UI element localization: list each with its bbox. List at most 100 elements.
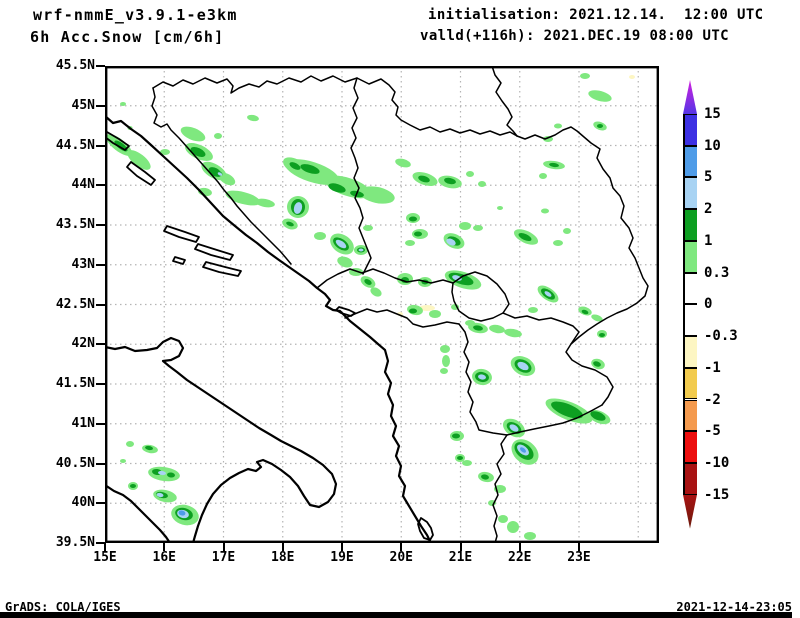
snow-patch-lg — [524, 532, 536, 540]
snow-patch-dg — [599, 333, 605, 337]
snow-patch-dg — [286, 221, 294, 227]
colorbar-segment — [683, 336, 697, 368]
lat-tick-label: 43.5N — [55, 217, 95, 232]
snow-patch-lg — [337, 256, 353, 268]
snow-patch-dg — [418, 175, 430, 183]
border-albania-east — [458, 323, 508, 436]
colorbar-segment — [683, 145, 697, 178]
bottom-border-bar — [0, 612, 792, 618]
snow-patch-dg — [590, 411, 606, 421]
snow-patch-lg — [247, 114, 259, 122]
colorbar-tick-label: 15 — [704, 106, 721, 122]
island-dugi-otok — [163, 225, 200, 243]
lat-tick-label: 45.5N — [55, 58, 95, 73]
lon-tick — [459, 543, 462, 551]
colorbar-tick-label: 0.3 — [704, 264, 730, 281]
snow-patch-cr — [419, 305, 435, 311]
snow-patch-lg — [507, 521, 519, 533]
snow-patch-lg — [504, 328, 522, 338]
snow-patch-lg — [553, 240, 563, 246]
lon-tick-label: 18E — [271, 550, 295, 565]
snow-patch-lg — [218, 172, 236, 186]
snow-patch-lg — [473, 225, 483, 231]
snow-patch-lg — [539, 173, 547, 179]
snow-patches — [105, 73, 635, 540]
coastlines — [105, 114, 434, 543]
snow-patch-dg — [452, 433, 460, 439]
lat-tick — [96, 65, 105, 67]
snow-patch-dg — [300, 164, 320, 174]
snow-patch-lg — [466, 171, 474, 177]
snow-patch-lg — [405, 240, 415, 246]
lat-tick — [96, 462, 105, 465]
country-borders — [151, 66, 649, 543]
snow-patch-dg — [549, 162, 559, 168]
colorbar-tick-label: 5 — [704, 169, 713, 186]
snow-patch-lg — [442, 355, 450, 367]
snow-patch-lg — [588, 90, 612, 102]
lat-tick-label: 42.5N — [55, 296, 95, 312]
lat-tick — [96, 542, 105, 544]
colorbar-segment — [683, 209, 697, 241]
lat-tick — [96, 422, 105, 425]
lat-tick — [96, 263, 105, 266]
snow-patch-lg — [554, 123, 562, 129]
model-title: wrf-nmmE_v3.9.1-e3km — [33, 6, 238, 24]
lat-tick-label: 41.5N — [55, 376, 95, 391]
snow-patch-lg — [363, 225, 373, 231]
colorbar-segment — [683, 272, 697, 305]
lat-tick-label: 44.5N — [55, 137, 95, 153]
lon-tick-label: 23E — [567, 550, 591, 565]
colorbar-segment — [683, 367, 697, 400]
lat-tick-label: 40.5N — [55, 455, 95, 471]
lon-tick — [222, 543, 225, 551]
snow-patch-dg — [409, 308, 417, 314]
lat-tick — [96, 343, 105, 346]
lon-tick — [578, 543, 580, 551]
border-albania-north — [344, 308, 460, 328]
snow-patch-lb — [156, 492, 164, 498]
lon-tick — [341, 543, 343, 551]
snow-patch-lb — [509, 424, 519, 432]
snow-patch-lg — [541, 208, 549, 214]
snow-patch-lg — [214, 133, 222, 139]
colorbar: 15 10 5 2 1 0.3 0 -0.3 -1 -2 -5 -10 -15 — [683, 80, 800, 532]
snow-patch-lg — [370, 287, 382, 297]
snow-patch-lg — [440, 368, 448, 374]
snow-patch-dg — [481, 474, 489, 480]
colorbar-tick-label: -15 — [704, 486, 730, 503]
field-title: 6h Acc.Snow [cm/6h] — [30, 28, 225, 46]
colorbar-under-arrow — [683, 494, 697, 529]
snow-patch-dg — [473, 325, 483, 331]
colorbar-tick-label: -10 — [704, 454, 730, 471]
lat-tick-label: 42N — [71, 336, 95, 352]
snow-patch-dg — [328, 183, 346, 193]
lon-tick-label: 21E — [448, 550, 473, 565]
border-albania-greece — [492, 434, 508, 543]
snow-patch-lb — [217, 172, 223, 176]
snow-patch-dg — [414, 231, 422, 237]
colorbar-tick-label: 2 — [704, 201, 713, 218]
creation-timestamp: 2021-12-14-23:05 — [676, 600, 792, 614]
snow-patch-lg — [120, 102, 126, 106]
lon-tick-label: 15E — [93, 550, 117, 565]
snow-patch-lg — [489, 324, 505, 334]
snow-patch-mb — [520, 447, 526, 453]
snow-patch-lg — [359, 186, 395, 204]
snow-patch-dg — [593, 361, 601, 367]
snow-patch-lg — [395, 158, 411, 168]
lon-tick-label: 19E — [330, 550, 354, 565]
lat-tick-label: 44N — [71, 177, 95, 193]
map-plot — [105, 66, 659, 543]
island-corfu — [417, 517, 434, 541]
lat-tick-label: 40N — [71, 495, 95, 511]
snow-patch-lg — [591, 314, 603, 322]
island-pag — [126, 161, 156, 186]
lat-tick-label: 39.5N — [55, 535, 95, 550]
coastline-italy-tyrrhenian — [105, 483, 172, 543]
snow-patch-dg — [409, 216, 417, 222]
snow-patch-lg — [225, 190, 261, 206]
lat-tick — [96, 383, 105, 385]
snow-patch-lg — [478, 181, 486, 187]
lat-tick — [96, 303, 105, 306]
